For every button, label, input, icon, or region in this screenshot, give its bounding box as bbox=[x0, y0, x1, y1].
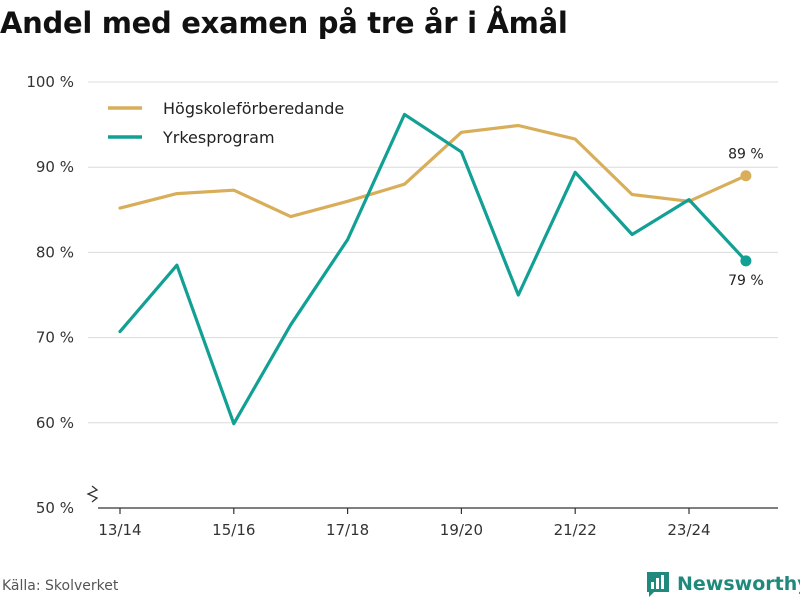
y-tick-label: 60 % bbox=[36, 414, 74, 432]
y-tick-label: 70 % bbox=[36, 329, 74, 347]
x-tick-label: 17/18 bbox=[326, 521, 369, 539]
chart-title: Andel med examen på tre år i Åmål bbox=[0, 6, 568, 40]
x-axis: 13/14 15/16 17/18 19/20 21/22 23/24 bbox=[86, 485, 778, 539]
series-end-point bbox=[740, 170, 752, 182]
source-note: Källa: Skolverket bbox=[2, 578, 119, 594]
series-lines: 89 % 79 % bbox=[118, 112, 764, 426]
x-tick-label: 13/14 bbox=[98, 521, 141, 539]
axis-break-icon bbox=[86, 485, 99, 503]
brand-name: Newsworthy bbox=[677, 573, 800, 595]
legend-label: Yrkesprogram bbox=[162, 128, 275, 147]
brand-logo: Newsworthy bbox=[645, 569, 800, 599]
x-tick-label: 15/16 bbox=[212, 521, 255, 539]
y-tick-label: 100 % bbox=[26, 73, 74, 91]
x-tick-label: 19/20 bbox=[440, 521, 483, 539]
y-axis-ticks: 50 % 60 % 70 % 80 % 90 % 100 % bbox=[26, 73, 74, 517]
series-end-point bbox=[740, 255, 752, 267]
newsworthy-logo-icon bbox=[647, 572, 669, 597]
legend: Högskoleförberedande Yrkesprogram bbox=[108, 99, 344, 147]
x-tick-label: 23/24 bbox=[667, 521, 710, 539]
legend-label: Högskoleförberedande bbox=[163, 99, 344, 118]
y-tick-label: 90 % bbox=[36, 158, 74, 176]
data-label: 79 % bbox=[728, 273, 764, 289]
series-line bbox=[118, 112, 748, 426]
data-label: 89 % bbox=[728, 147, 764, 163]
y-tick-label: 50 % bbox=[36, 499, 74, 517]
y-tick-label: 80 % bbox=[36, 243, 74, 261]
series-line bbox=[118, 123, 748, 219]
x-tick-label: 21/22 bbox=[554, 521, 597, 539]
